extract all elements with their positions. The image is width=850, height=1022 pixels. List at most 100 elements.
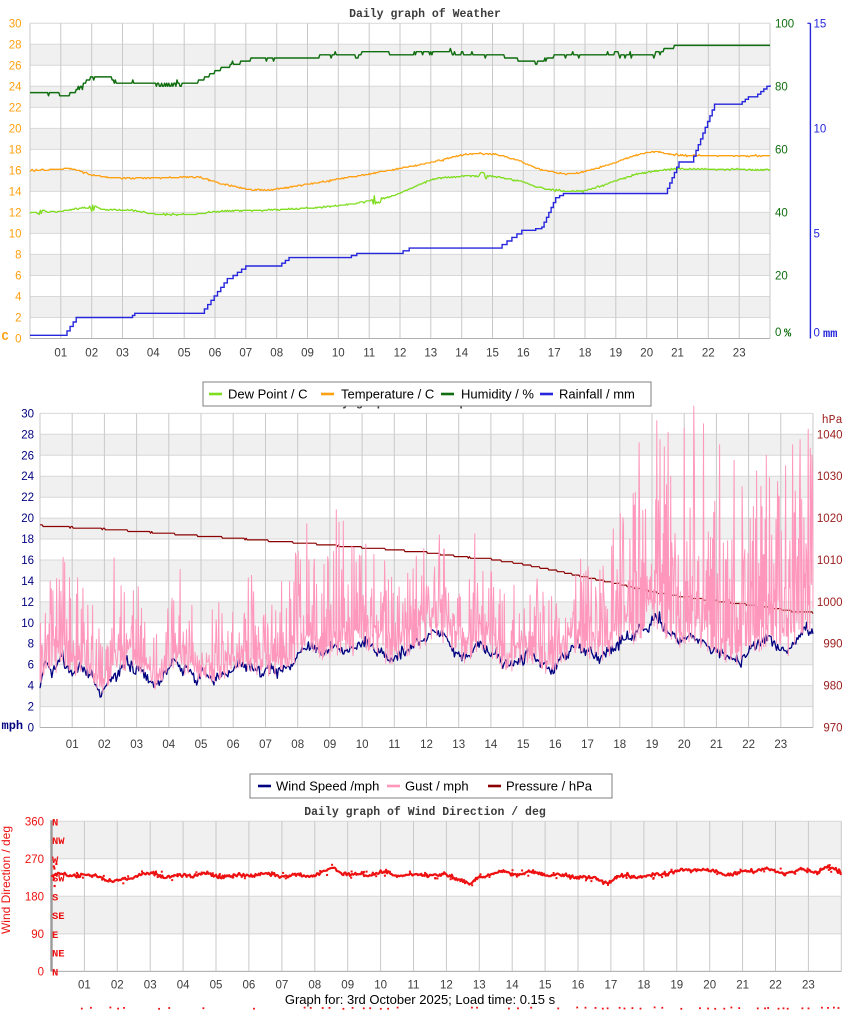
svg-text:01: 01 [54, 348, 67, 360]
svg-text:2: 2 [15, 313, 21, 325]
svg-text:SE: SE [52, 911, 65, 923]
svg-text:17: 17 [548, 348, 561, 360]
svg-text:13: 13 [473, 980, 486, 992]
svg-text:10: 10 [21, 618, 34, 630]
svg-text:hPa: hPa [822, 414, 843, 427]
svg-text:19: 19 [670, 980, 683, 992]
svg-text:12: 12 [394, 348, 407, 360]
svg-text:12: 12 [440, 980, 453, 992]
svg-text:26: 26 [9, 60, 22, 72]
svg-text:E: E [52, 930, 58, 942]
svg-text:0: 0 [15, 334, 21, 346]
svg-text:13: 13 [424, 348, 437, 360]
svg-text:14: 14 [21, 576, 34, 588]
svg-text:1040: 1040 [817, 429, 843, 441]
svg-text:16: 16 [549, 739, 562, 751]
svg-text:16: 16 [21, 555, 34, 567]
svg-text:30: 30 [21, 408, 34, 420]
svg-text:23: 23 [733, 348, 746, 360]
svg-text:6: 6 [28, 660, 34, 672]
svg-text:20: 20 [678, 739, 691, 751]
svg-text:20: 20 [775, 271, 788, 283]
svg-text:19: 19 [609, 348, 622, 360]
svg-text:15: 15 [539, 980, 552, 992]
svg-text:10: 10 [332, 348, 345, 360]
svg-text:12: 12 [21, 597, 34, 609]
svg-text:N: N [52, 817, 58, 829]
svg-text:03: 03 [130, 739, 143, 751]
svg-text:16: 16 [517, 348, 530, 360]
svg-text:C: C [2, 330, 9, 344]
svg-text:22: 22 [742, 739, 755, 751]
svg-text:10: 10 [356, 739, 369, 751]
svg-text:02: 02 [111, 980, 124, 992]
svg-text:09: 09 [324, 739, 337, 751]
svg-text:15: 15 [814, 18, 827, 30]
svg-text:02: 02 [85, 348, 98, 360]
svg-text:04: 04 [162, 739, 175, 751]
svg-text:05: 05 [178, 348, 191, 360]
svg-text:0: 0 [28, 723, 34, 735]
svg-text:03: 03 [116, 348, 129, 360]
svg-text:04: 04 [177, 980, 190, 992]
svg-text:22: 22 [21, 492, 34, 504]
svg-text:S: S [52, 892, 58, 904]
svg-text:970: 970 [823, 723, 842, 735]
svg-text:1030: 1030 [817, 471, 843, 483]
svg-text:26: 26 [21, 450, 34, 462]
svg-text:Temperature / C: Temperature / C [341, 387, 434, 402]
svg-text:mm: mm [823, 327, 837, 341]
svg-text:Daily graph of Weather: Daily graph of Weather [349, 8, 501, 21]
svg-text:NE: NE [52, 949, 65, 961]
svg-text:21: 21 [736, 980, 749, 992]
svg-text:1000: 1000 [817, 597, 843, 609]
svg-text:4: 4 [15, 292, 22, 304]
svg-text:19: 19 [646, 739, 659, 751]
svg-text:23: 23 [774, 739, 787, 751]
svg-text:Pressure / hPa: Pressure / hPa [506, 779, 593, 794]
svg-text:17: 17 [605, 980, 618, 992]
svg-text:40: 40 [775, 207, 788, 219]
svg-text:05: 05 [210, 980, 223, 992]
svg-text:16: 16 [9, 165, 22, 177]
svg-text:21: 21 [710, 739, 723, 751]
svg-text:24: 24 [21, 471, 34, 483]
svg-text:Rainfall / mm: Rainfall / mm [559, 387, 635, 402]
svg-text:15: 15 [517, 739, 530, 751]
svg-text:180: 180 [25, 891, 44, 903]
svg-text:07: 07 [239, 348, 252, 360]
svg-text:20: 20 [9, 123, 22, 135]
svg-text:4: 4 [28, 681, 35, 693]
svg-text:18: 18 [579, 348, 592, 360]
svg-text:17: 17 [581, 739, 594, 751]
svg-text:0: 0 [775, 327, 781, 339]
svg-text:Graph for: 3rd October 2025; L: Graph for: 3rd October 2025; Load time: … [285, 992, 556, 1007]
svg-text:990: 990 [823, 639, 842, 651]
svg-text:80: 80 [775, 81, 788, 93]
svg-text:21: 21 [671, 348, 684, 360]
svg-text:6: 6 [15, 271, 21, 283]
svg-text:20: 20 [703, 980, 716, 992]
svg-text:2: 2 [28, 702, 34, 714]
svg-text:18: 18 [638, 980, 651, 992]
svg-text:11: 11 [363, 348, 375, 360]
svg-text:01: 01 [66, 739, 79, 751]
svg-text:04: 04 [147, 348, 160, 360]
svg-text:18: 18 [21, 534, 34, 546]
svg-text:07: 07 [259, 739, 272, 751]
svg-text:1010: 1010 [817, 555, 843, 567]
svg-text:01: 01 [78, 980, 91, 992]
svg-text:09: 09 [341, 980, 354, 992]
svg-text:06: 06 [243, 980, 256, 992]
svg-text:08: 08 [291, 739, 304, 751]
svg-text:03: 03 [144, 980, 157, 992]
svg-text:24: 24 [9, 81, 22, 93]
svg-text:28: 28 [9, 39, 22, 51]
svg-text:N: N [52, 967, 58, 979]
svg-text:16: 16 [572, 980, 585, 992]
svg-text:07: 07 [276, 980, 289, 992]
svg-text:06: 06 [209, 348, 222, 360]
svg-text:0: 0 [814, 328, 820, 340]
svg-text:10: 10 [374, 980, 387, 992]
svg-text:10: 10 [9, 228, 22, 240]
